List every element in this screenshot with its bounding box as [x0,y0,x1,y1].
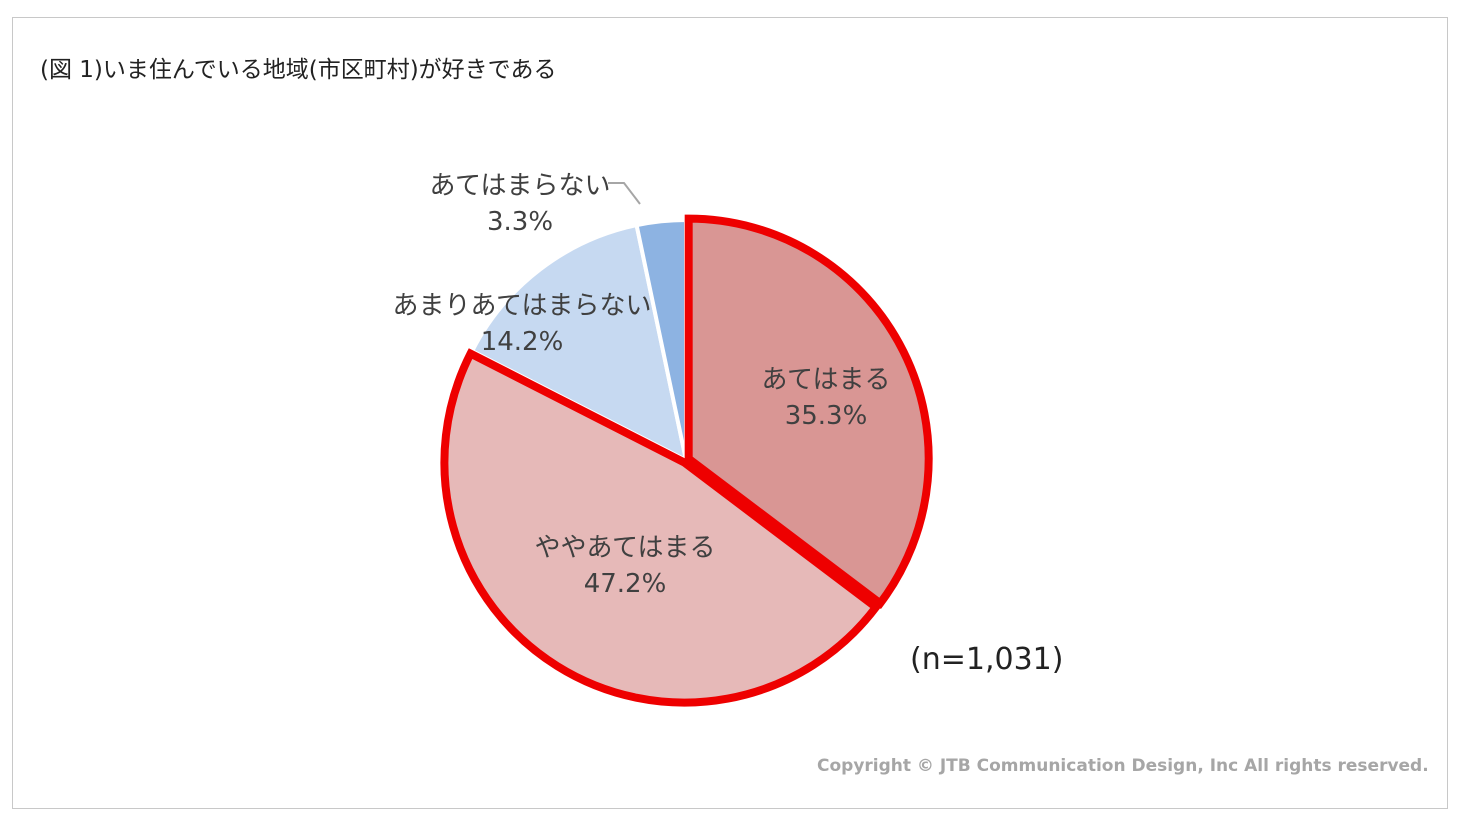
highlight-outline-2 [440,348,882,707]
chart-title: (図 1)いま住んでいる地域(市区町村)が好きである [40,57,557,83]
highlight-outline-1 [684,214,933,609]
slice-value-1: 35.3% [785,401,868,431]
leader-line [608,182,641,205]
slice-label-2: ややあてはまる [535,533,716,563]
slice-label-1: あてはまる [762,365,891,395]
sample-size-note: (n=1,031) [910,642,1064,677]
copyright-notice: Copyright © JTB Communication Design, In… [817,756,1429,776]
slice-value-4: 3.3% [487,207,553,237]
slice-value-3: 14.2% [481,327,564,357]
slice-label-4: あてはまらない [430,171,611,201]
slice-label-3: あまりあてはまらない [393,291,652,321]
pie-slice-3 [469,222,689,464]
slice-value-2: 47.2% [584,569,667,599]
